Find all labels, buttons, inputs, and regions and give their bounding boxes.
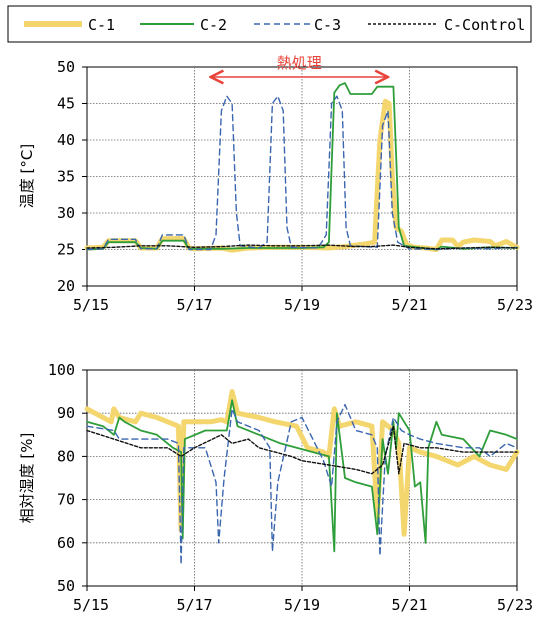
legend-label-c1: C-1 — [88, 16, 115, 34]
temperature-x-tick-label: 5/23 — [497, 296, 533, 314]
legend-label-c3: C-3 — [314, 16, 341, 34]
legend-item-c1: C-1 — [24, 16, 115, 34]
humidity-series-c-1 — [84, 389, 520, 537]
temperature-y-tick-label: 30 — [57, 204, 75, 222]
temperature-series-c-2 — [86, 82, 518, 251]
humidity-ticks: 50 60 70 80 90 100 5/15 5/17 5/19 5/21 5/23 — [48, 361, 533, 614]
temperature-y-tick-label: 40 — [57, 131, 75, 149]
humidity-y-tick-label: 80 — [57, 447, 75, 465]
temperature-series — [84, 82, 520, 253]
legend-item-c2: C-2 — [140, 16, 227, 34]
humidity-y-axis-label: 相対湿度 [%] — [18, 433, 36, 524]
legend-label-c2: C-2 — [200, 16, 227, 34]
temperature-y-tick-label: 45 — [57, 95, 75, 113]
temperature-series-c-control — [86, 244, 518, 250]
humidity-y-tick-label: 60 — [57, 534, 75, 552]
heat-treatment-label: 熱処理 — [277, 54, 322, 72]
humidity-chart: 50 60 70 80 90 100 5/15 5/17 5/19 5/21 5/23 相対湿度 [… — [18, 361, 533, 614]
temperature-y-tick-label: 20 — [57, 277, 75, 295]
humidity-y-tick-label: 50 — [57, 577, 75, 595]
legend-label-control: C-Control — [444, 16, 525, 34]
temperature-y-tick-label: 35 — [57, 168, 75, 186]
humidity-series-c-3 — [86, 403, 518, 566]
humidity-series-c-control — [86, 425, 518, 475]
humidity-y-tick-label: 70 — [57, 491, 75, 509]
humidity-x-tick-label: 5/19 — [284, 596, 320, 614]
temperature-y-axis-label: 温度 [°C] — [18, 144, 36, 208]
legend-item-c3: C-3 — [254, 16, 341, 34]
temperature-chart: 20 25 30 35 40 45 50 5/15 5/17 5/19 5/21 5/23 熱処理 温… — [18, 54, 533, 314]
temperature-x-tick-label: 5/17 — [176, 296, 212, 314]
humidity-x-tick-label: 5/23 — [497, 596, 533, 614]
legend-item-control: C-Control — [368, 16, 525, 34]
humidity-x-tick-label: 5/21 — [391, 596, 427, 614]
humidity-x-tick-label: 5/15 — [73, 596, 109, 614]
temperature-series-c-1 — [84, 98, 520, 253]
legend: C-1 C-2 C-3 C-Control — [7, 5, 532, 43]
temperature-ticks: 20 25 30 35 40 45 50 5/15 5/17 5/19 5/21 5/23 — [57, 58, 533, 314]
humidity-x-tick-label: 5/17 — [176, 596, 212, 614]
temperature-x-tick-label: 5/21 — [391, 296, 427, 314]
heat-treatment-annotation: 熱処理 — [211, 54, 388, 77]
humidity-y-tick-label: 100 — [48, 361, 75, 379]
temperature-y-tick-label: 25 — [57, 241, 75, 259]
temperature-y-tick-label: 50 — [57, 58, 75, 76]
humidity-series-c-2 — [86, 399, 518, 553]
temperature-x-tick-label: 5/15 — [73, 296, 109, 314]
humidity-series — [84, 389, 520, 566]
humidity-y-tick-label: 90 — [57, 404, 75, 422]
temperature-x-tick-label: 5/19 — [284, 296, 320, 314]
temperature-series-c-3 — [86, 95, 518, 251]
